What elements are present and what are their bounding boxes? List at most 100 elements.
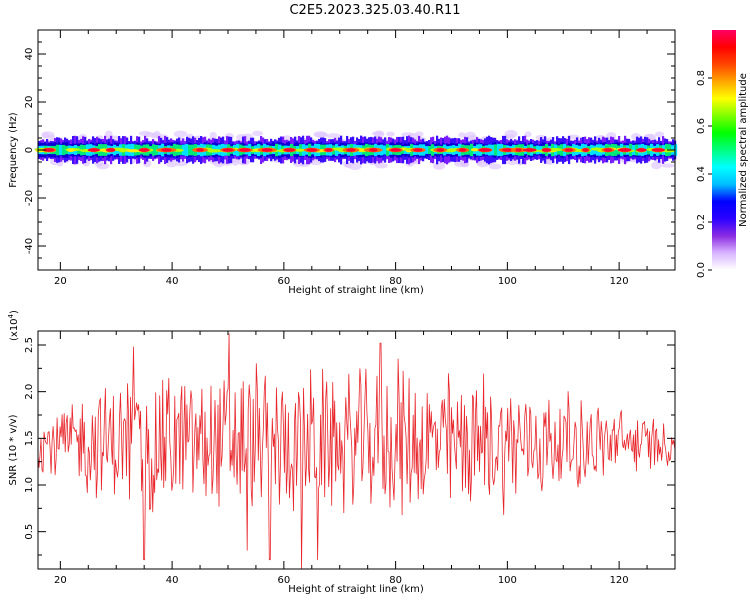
- spectrogram-x-tick-label: 40: [166, 276, 179, 287]
- spectrogram-halo-blob: [661, 163, 675, 168]
- snr-x-axis-label: Height of straight line (km): [288, 584, 424, 595]
- spectrogram-halo-blob: [489, 163, 502, 170]
- spectrogram-halo-blob: [454, 161, 465, 167]
- spectrogram-hot-spot: [501, 148, 513, 152]
- spectrogram-hot-spot: [368, 148, 378, 152]
- spectrogram-streak: [470, 148, 480, 152]
- snr-y-tick-label: 1.0: [24, 477, 35, 493]
- spectrogram-halo-blob: [654, 131, 665, 138]
- spectrogram-hot-spot: [138, 148, 150, 152]
- spectrogram-hot-spot: [413, 148, 423, 152]
- spectrogram-y-tick-label: -40: [24, 238, 35, 254]
- snr-x-tick-label: 60: [277, 575, 290, 586]
- spectrogram-hot-spot: [564, 148, 573, 152]
- spectrogram-streak: [590, 147, 603, 151]
- colorbar-label: Normalized spectral amplitude: [738, 73, 749, 227]
- colorbar-tick-label: 0.8: [696, 70, 707, 86]
- spectrogram-hot-spot: [105, 148, 116, 152]
- spectrogram-hot-spot: [541, 148, 552, 152]
- snr-y-scale-prefix: (x10: [9, 318, 20, 341]
- colorbar-tick-label: 0.6: [696, 118, 707, 134]
- spectrogram-x-tick-label: 120: [610, 276, 629, 287]
- spectrogram-core-slice: [185, 143, 189, 157]
- spectrogram-halo-blob: [458, 132, 466, 138]
- snr-y-tick-label: 1.5: [24, 430, 35, 446]
- spectrogram-core-slice: [188, 144, 192, 156]
- spectrogram-halo-blob: [504, 129, 518, 138]
- snr-x-tick-label: 20: [54, 575, 67, 586]
- spectrogram-panel: 20 40 60 80 100 120 -40 -20 0 20 40 Height of stra…: [8, 29, 678, 296]
- spectrogram-x-tick-label: 60: [277, 276, 290, 287]
- spectrogram-halo-blob: [374, 162, 388, 169]
- spectrogram-core-slice: [152, 144, 156, 156]
- snr-x-tick-label: 80: [389, 575, 402, 586]
- spectrogram-band: [34, 129, 678, 171]
- spectrogram-hot-spot: [582, 148, 589, 152]
- spectrogram-halo-blob: [186, 133, 194, 139]
- spectrogram-core-slice: [425, 146, 429, 154]
- spectrogram-hot-spot: [239, 148, 251, 152]
- spectrogram-halo-blob: [173, 130, 188, 138]
- colorbar-tick-label: 0.0: [696, 262, 707, 278]
- spectrogram-core-slice: [59, 144, 63, 156]
- spectrogram-ticks: 20 40 60 80 100 120 -40 -20 0 20 40: [24, 29, 676, 287]
- spectrogram-core-slice: [428, 145, 432, 155]
- snr-y-tick-label: 2.0: [24, 384, 35, 400]
- spectrogram-x-tick-label: 100: [498, 276, 517, 287]
- snr-y-scale-suffix: ): [9, 310, 20, 314]
- snr-x-tick-label: 100: [498, 575, 517, 586]
- spectrogram-core-slice: [590, 144, 594, 156]
- spectrogram-streak: [293, 148, 307, 152]
- spectrogram-hot-spot: [617, 148, 632, 152]
- spectrogram-halo-blob: [348, 162, 362, 171]
- spectrogram-hot-spot: [603, 148, 613, 152]
- snr-y-tick-label: 2.5: [24, 337, 35, 353]
- spectrogram-halo-blob: [313, 131, 328, 138]
- snr-x-tick-label: 120: [610, 575, 629, 586]
- spectrogram-x-tick-label: 20: [54, 276, 67, 287]
- colorbar-tick-label: 0.2: [696, 214, 707, 230]
- spectrogram-halo-blob: [414, 131, 424, 137]
- snr-series-line: [37, 333, 676, 570]
- spectrogram-halo-blob: [524, 131, 532, 138]
- spectrogram-core-slice: [491, 144, 495, 156]
- spectrogram-halo-blob: [309, 159, 323, 166]
- spectrogram-halo-blob: [150, 132, 159, 139]
- spectrogram-y-tick-label: 0: [24, 147, 35, 153]
- spectrogram-halo-blob: [174, 161, 188, 167]
- spectrogram-y-tick-label: 40: [24, 48, 35, 61]
- spectrogram-hot-spot: [436, 148, 445, 152]
- spectrogram-hot-spot: [515, 148, 522, 152]
- snr-y-scale-exponent: 4: [7, 313, 15, 318]
- spectrogram-hot-spot: [261, 148, 273, 152]
- spectrogram-halo-blob: [433, 162, 446, 170]
- snr-x-tick-label: 40: [166, 575, 179, 586]
- spectrogram-halo-blob: [326, 133, 341, 139]
- spectrogram-y-tick-label: -20: [24, 190, 35, 206]
- spectrogram-hot-spot: [87, 148, 101, 152]
- snr-panel: 20 40 60 80 100 120 0.5 1.0 1.5 2.0 2.5 Height of …: [7, 310, 676, 595]
- spectrogram-halo-blob: [386, 131, 395, 137]
- spectrogram-streak: [66, 148, 75, 152]
- spectrogram-core-slice: [674, 144, 678, 156]
- spectrogram-halo-blob: [41, 131, 55, 138]
- spectrogram-hot-spot: [306, 148, 318, 152]
- spectrogram-streak: [125, 149, 141, 153]
- snr-y-scale-note: (x104): [7, 310, 20, 341]
- spectrogram-streak: [207, 149, 224, 153]
- spectrogram-core-slice: [62, 144, 66, 156]
- spectrogram-core-slice: [182, 144, 186, 156]
- spectrogram-hot-spot: [478, 148, 492, 152]
- spectrogram-hot-spot: [390, 148, 402, 152]
- colorbar-gradient: [712, 30, 736, 270]
- spectrogram-hot-spot: [651, 148, 666, 152]
- spectrogram-hot-spot: [636, 148, 647, 152]
- spectrogram-halo-blob: [252, 130, 264, 137]
- spectrogram-halo-blob: [650, 161, 662, 170]
- spectrogram-hot-spot: [522, 148, 537, 152]
- spectrogram-x-axis-label: Height of straight line (km): [288, 285, 424, 296]
- spectrogram-core-slice: [497, 143, 501, 157]
- spectrogram-halo-blob: [209, 131, 217, 140]
- figure-title: C2E5.2023.325.03.40.R11: [289, 3, 460, 18]
